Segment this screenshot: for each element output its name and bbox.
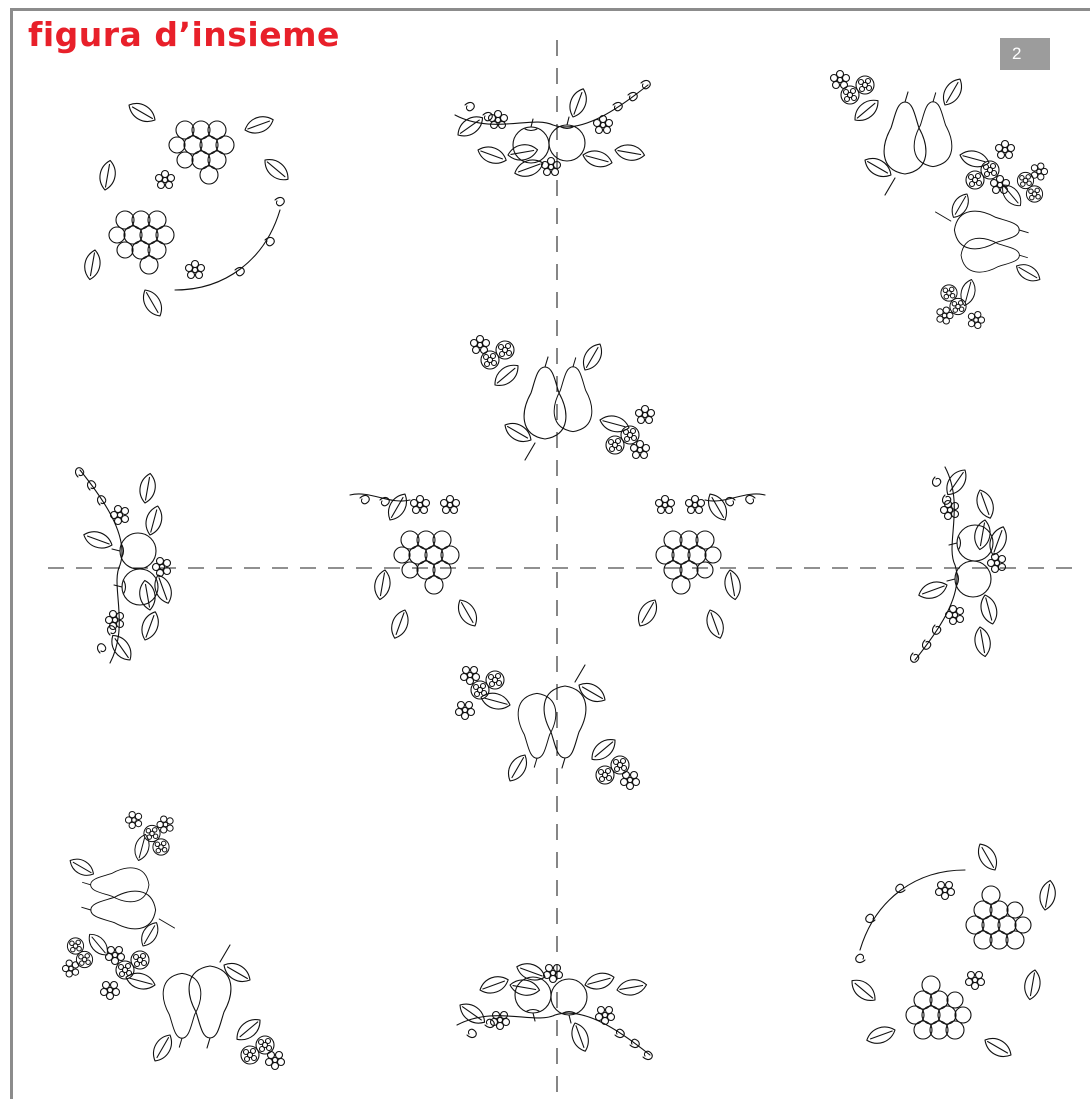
apple-garland-left: [75, 468, 175, 665]
apple-garland-top-center: [454, 80, 651, 180]
pear-berry-center-bottom: [456, 665, 640, 790]
page-number-badge: 2: [1000, 38, 1050, 70]
apple-garland-right: [910, 466, 1010, 663]
grape-wreath-top-left: [82, 99, 292, 320]
page-title: figura d’insieme: [28, 15, 340, 54]
pear-berry-corner-top-right: [831, 71, 1048, 329]
pear-berry-center-top: [471, 336, 655, 461]
apple-garland-bottom-center: [456, 960, 653, 1060]
frame-border-top: [10, 8, 1090, 11]
grape-cluster-center-left: [350, 490, 481, 640]
pear-berry-corner-bottom-left: [62, 811, 284, 1069]
grape-wreath-bottom-right: [847, 840, 1057, 1061]
frame-border-left: [10, 8, 13, 1099]
grape-cluster-center-right: [634, 490, 765, 640]
